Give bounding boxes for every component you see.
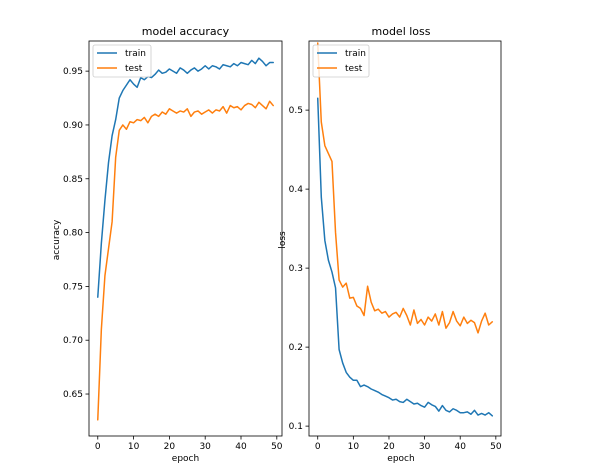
series-line-train: [316, 97, 494, 417]
legend-label-test: test: [345, 64, 363, 74]
x-tick-label: 20: [383, 442, 395, 452]
ticks: 0 10 20 30 40 50 0.65 0.70 0.75 0.80 0.85 0.90 0.95: [63, 67, 283, 452]
x-tick-label: 20: [164, 442, 176, 452]
ticks: 0 10 20 30 40 50 0.1 0.2 0.3 0.4 0.5: [289, 106, 502, 452]
legend-label-test: test: [125, 64, 143, 74]
y-tick-label: 0.70: [63, 336, 83, 346]
x-axis-label: epoch: [387, 454, 414, 464]
x-tick-label: 10: [348, 442, 360, 452]
x-tick-label: 50: [490, 442, 502, 452]
legend: train test: [312, 44, 370, 78]
series-lines: [97, 57, 274, 421]
y-axis-label: loss: [278, 231, 288, 249]
legend-label-train: train: [345, 49, 366, 59]
y-tick-label: 0.3: [289, 264, 303, 274]
legend: train test: [92, 44, 152, 78]
accuracy-chart: model accuracy epoch accuracy 0 10 20 30 40 5…: [52, 25, 283, 464]
y-tick-label: 0.5: [289, 106, 303, 116]
x-tick-label: 30: [199, 442, 211, 452]
y-tick-label: 0.65: [63, 390, 83, 400]
x-tick-label: 50: [271, 442, 283, 452]
y-tick-label: 0.1: [289, 422, 303, 432]
series-line-train: [97, 57, 274, 298]
y-tick-label: 0.75: [63, 282, 83, 292]
series-lines: [316, 42, 494, 417]
loss-chart: model loss epoch loss 0 10 20 30 40 500.10.20…: [278, 25, 502, 464]
x-tick-label: 40: [454, 442, 466, 452]
x-tick-label: 0: [95, 442, 101, 452]
plot-frame: [88, 40, 283, 437]
y-axis-label: accuracy: [52, 219, 62, 260]
chart-title: model loss: [372, 25, 431, 38]
x-tick-label: 30: [419, 442, 431, 452]
x-axis-label: epoch: [172, 454, 199, 464]
x-tick-label: 0: [315, 442, 321, 452]
plot-frame: [308, 40, 502, 437]
x-tick-label: 10: [128, 442, 140, 452]
y-tick-label: 0.85: [63, 175, 83, 185]
chart-title: model accuracy: [142, 25, 230, 38]
y-tick-label: 0.95: [63, 67, 83, 77]
legend-label-train: train: [125, 49, 146, 59]
y-tick-label: 0.80: [63, 229, 83, 239]
y-tick-label: 0.2: [289, 343, 303, 353]
y-tick-label: 0.90: [63, 121, 83, 131]
series-line-test: [316, 42, 494, 334]
series-line-test: [97, 100, 274, 421]
y-tick-label: 0.4: [289, 185, 304, 195]
x-tick-label: 40: [235, 442, 247, 452]
